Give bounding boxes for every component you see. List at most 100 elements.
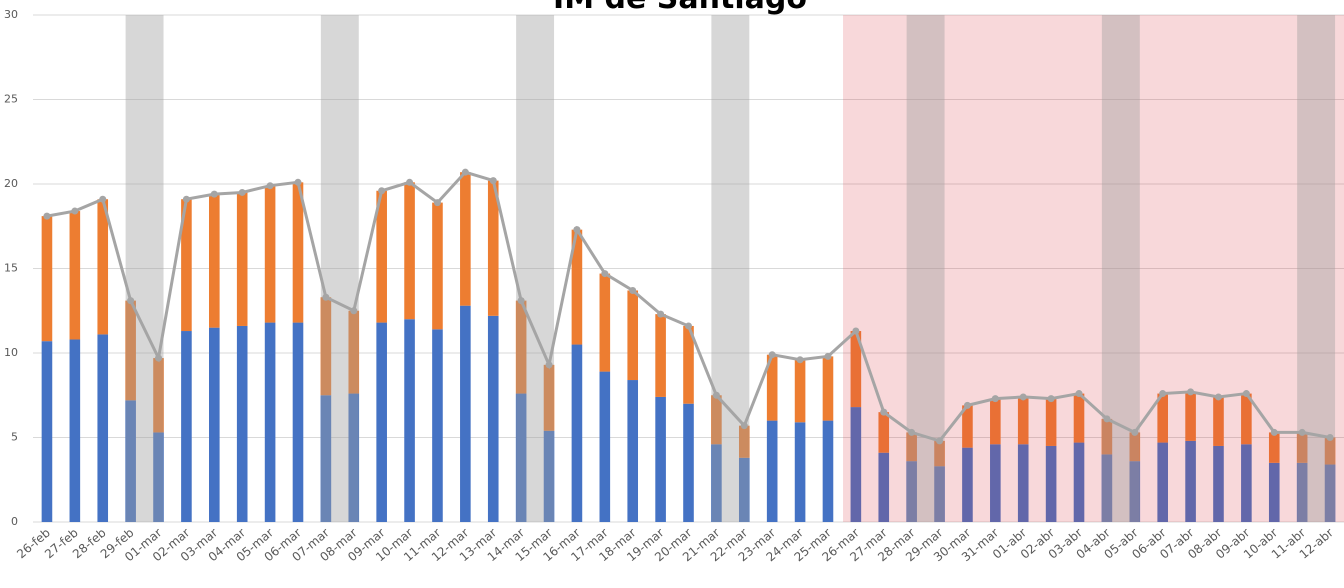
bar	[153, 432, 164, 522]
bar	[236, 192, 248, 326]
shaded-band	[516, 15, 555, 522]
chart-title: IM de Santiago	[553, 0, 807, 16]
bar	[1073, 393, 1085, 443]
bar	[990, 444, 1001, 522]
bars	[41, 172, 1336, 522]
bar	[962, 405, 973, 448]
bar	[97, 199, 109, 335]
line-marker	[1270, 428, 1278, 436]
bar	[432, 202, 443, 330]
bar	[990, 398, 1001, 445]
bar	[209, 194, 220, 328]
y-tick-label: 30	[4, 8, 18, 21]
y-tick-label: 15	[4, 262, 18, 275]
bar	[153, 358, 164, 433]
bar	[1045, 398, 1057, 446]
bar	[850, 331, 862, 408]
bar	[460, 305, 471, 522]
bar	[1213, 445, 1224, 522]
y-tick-label: 10	[4, 346, 18, 359]
bar	[711, 444, 722, 522]
line-marker	[852, 327, 860, 335]
line-marker	[182, 195, 190, 203]
bar	[1045, 445, 1057, 522]
line-marker	[43, 212, 51, 220]
line-marker	[1103, 415, 1111, 423]
line-marker	[796, 356, 804, 364]
bar	[348, 393, 360, 522]
bar	[125, 300, 136, 401]
bar	[1241, 393, 1252, 445]
line-marker	[210, 190, 218, 198]
line-marker	[1326, 434, 1334, 441]
bar	[1324, 464, 1336, 522]
line-marker	[908, 428, 916, 436]
y-tick-label: 0	[11, 515, 18, 528]
bar	[1241, 444, 1252, 522]
line-marker	[545, 361, 553, 369]
bar	[878, 452, 890, 522]
bar	[320, 297, 332, 396]
bar	[934, 440, 945, 467]
bar	[1296, 432, 1308, 463]
bar	[1268, 462, 1280, 522]
bar	[181, 199, 192, 332]
line-marker	[517, 297, 525, 305]
bar	[683, 325, 694, 404]
bar	[181, 331, 192, 522]
line-marker	[322, 293, 330, 301]
bar	[655, 396, 666, 522]
bar	[1017, 444, 1029, 522]
bar	[822, 420, 834, 522]
bar	[404, 319, 415, 522]
line-marker	[740, 422, 748, 430]
bar	[1324, 437, 1336, 465]
bar	[543, 430, 555, 522]
bar	[376, 190, 387, 323]
bar	[1157, 393, 1168, 443]
line-marker	[71, 207, 79, 215]
line-marker	[99, 195, 107, 203]
bar	[264, 185, 276, 323]
bar	[822, 356, 834, 421]
bar	[1129, 461, 1141, 522]
bar	[571, 229, 583, 345]
bar	[41, 341, 53, 522]
bar	[292, 322, 304, 522]
line-marker	[1075, 390, 1083, 398]
line-marker	[127, 297, 135, 305]
bar	[1129, 432, 1141, 462]
bar	[962, 447, 973, 522]
shaded-band	[320, 15, 359, 522]
bar	[738, 457, 750, 522]
bar	[1185, 391, 1196, 441]
bar	[878, 412, 890, 453]
bar	[738, 425, 750, 458]
line-marker	[489, 177, 497, 185]
bar	[627, 290, 639, 381]
line-marker	[1187, 388, 1195, 396]
bar	[1268, 432, 1280, 463]
bar	[794, 422, 806, 522]
bar	[1296, 462, 1308, 522]
bar	[766, 354, 778, 421]
line-marker	[629, 286, 637, 294]
bar	[850, 407, 862, 522]
y-tick-label: 25	[4, 93, 18, 106]
bar	[487, 315, 499, 522]
bar	[97, 334, 109, 522]
line-marker	[880, 408, 888, 416]
line-marker	[1298, 428, 1306, 436]
bar	[460, 172, 471, 306]
line-marker	[712, 391, 720, 399]
line-marker	[991, 395, 999, 403]
line-marker	[155, 354, 163, 362]
bar	[571, 344, 583, 522]
line-marker	[1131, 428, 1139, 436]
bar	[599, 371, 611, 522]
bar	[348, 310, 360, 394]
bar	[1213, 396, 1224, 446]
bar	[487, 180, 499, 316]
